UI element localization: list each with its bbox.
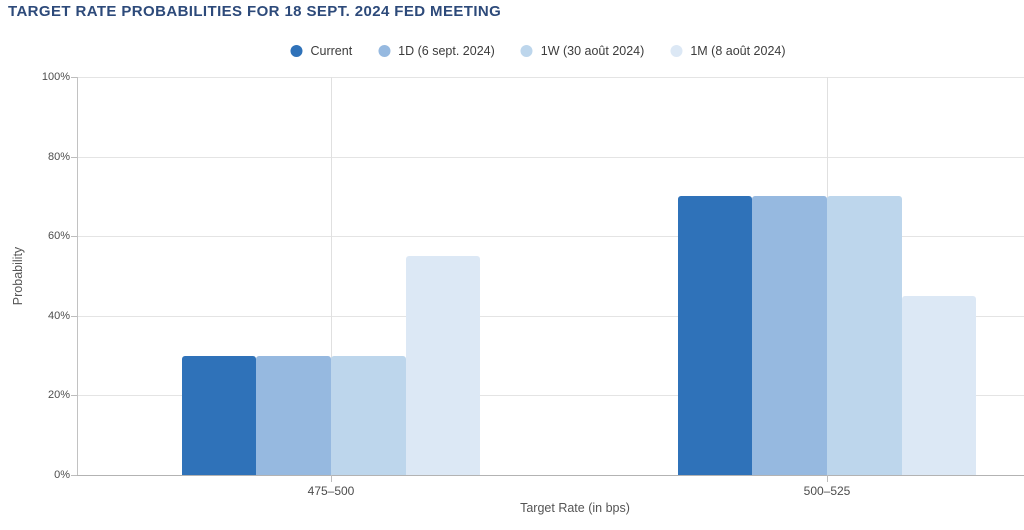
- legend-dot-icon: [290, 45, 303, 57]
- gridline-vertical: [331, 77, 332, 475]
- legend-item-1w[interactable]: 1W (30 août 2024): [520, 44, 645, 58]
- legend-item-1m[interactable]: 1M (8 août 2024): [670, 44, 786, 58]
- bar-1d-475–500[interactable]: [256, 355, 331, 475]
- y-tick-label: 20%: [47, 389, 70, 402]
- y-axis-tick: [71, 156, 77, 158]
- chart-title: TARGET RATE PROBABILITIES FOR 18 SEPT. 2…: [8, 3, 502, 20]
- bar-1w-500–525[interactable]: [827, 196, 902, 475]
- bar-current-500–525[interactable]: [677, 196, 753, 475]
- category-label: 500–525: [803, 484, 851, 498]
- legend-dot-icon: [378, 45, 391, 57]
- bar-current-475–500[interactable]: [181, 355, 257, 475]
- y-tick-label: 100%: [41, 71, 70, 83]
- gridline-horizontal: [77, 77, 1024, 78]
- y-axis-title: Probability: [11, 246, 25, 306]
- bar-1w-475–500[interactable]: [331, 355, 406, 475]
- y-tick-label: 0%: [54, 469, 70, 481]
- bar-1m-475–500[interactable]: [405, 256, 481, 475]
- y-tick-label: 80%: [47, 150, 70, 163]
- x-axis-tick: [827, 475, 828, 482]
- gridline-horizontal: [77, 395, 1024, 397]
- legend-label: Current: [310, 44, 353, 58]
- y-axis-tick: [71, 236, 77, 238]
- y-tick-label: 60%: [47, 230, 70, 243]
- x-axis-tick: [331, 475, 332, 482]
- x-axis-title: Target Rate (in bps): [520, 501, 630, 515]
- category-label: 475–500: [307, 484, 355, 498]
- gridline-horizontal: [77, 156, 1024, 158]
- legend-label: 1M (8 août 2024): [690, 44, 786, 58]
- legend: Current 1D (6 sept. 2024) 1W (30 août 2024…: [290, 44, 786, 58]
- x-axis-line: [77, 475, 1024, 476]
- y-axis-tick: [71, 475, 77, 476]
- bar-1m-500–525[interactable]: [901, 295, 977, 475]
- legend-item-current[interactable]: Current: [290, 44, 352, 58]
- y-tick-label: 40%: [47, 309, 70, 322]
- gridline-horizontal: [77, 236, 1024, 238]
- legend-label: 1D (6 sept. 2024): [398, 44, 495, 58]
- legend-item-1d[interactable]: 1D (6 sept. 2024): [378, 44, 495, 58]
- bar-1d-500–525[interactable]: [752, 196, 827, 475]
- legend-label: 1W (30 août 2024): [540, 44, 645, 58]
- y-axis-tick: [71, 315, 77, 317]
- legend-dot-icon: [670, 45, 683, 57]
- y-axis-tick: [71, 77, 77, 78]
- gridline-horizontal: [77, 315, 1024, 317]
- legend-dot-icon: [520, 45, 533, 57]
- y-axis-line: [77, 77, 78, 475]
- y-axis-tick: [71, 395, 77, 397]
